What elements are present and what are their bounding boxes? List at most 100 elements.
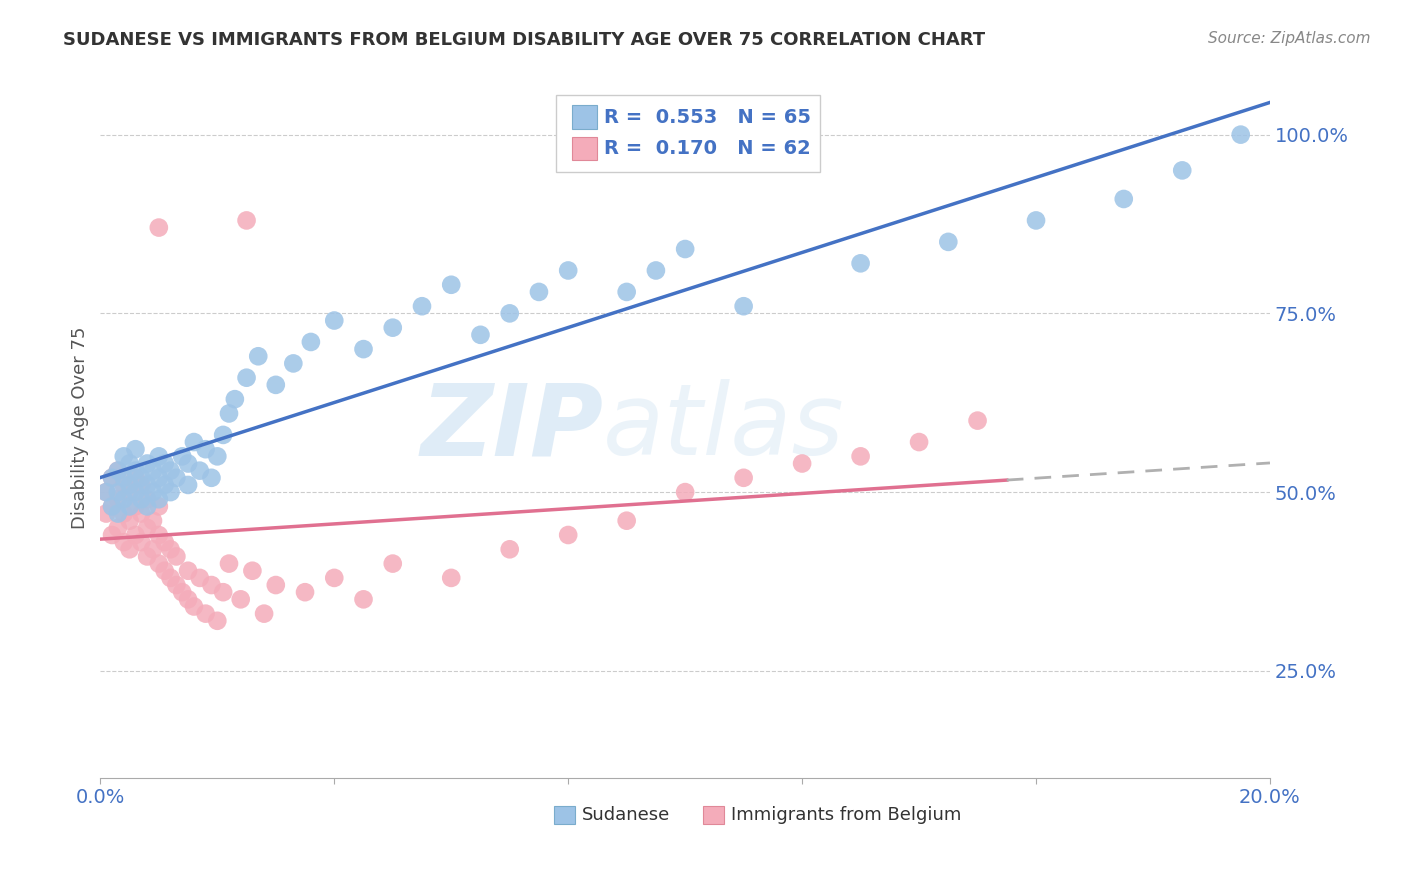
Point [129, 492, 152, 507]
Point [142, 542, 165, 557]
Point [212, 428, 235, 442]
Point [673, 242, 696, 256]
Point [112, 471, 135, 485]
Point [253, 607, 276, 621]
Point [381, 320, 404, 334]
Point [218, 407, 240, 421]
Point [1171, 163, 1194, 178]
Point [148, 450, 170, 464]
Point [148, 500, 170, 514]
Point [264, 578, 287, 592]
Point [107, 464, 129, 478]
Point [440, 277, 463, 292]
Point [148, 220, 170, 235]
Point [107, 521, 129, 535]
Point [165, 471, 187, 485]
Point [229, 592, 252, 607]
Text: Source: ZipAtlas.com: Source: ZipAtlas.com [1208, 31, 1371, 46]
Point [323, 313, 346, 327]
Text: R =  0.170   N = 62: R = 0.170 N = 62 [605, 139, 811, 159]
Text: Sudanese: Sudanese [582, 806, 671, 824]
Point [323, 571, 346, 585]
Point [188, 464, 211, 478]
Point [112, 492, 135, 507]
Point [118, 542, 141, 557]
Point [733, 299, 755, 313]
Point [177, 478, 200, 492]
Point [129, 478, 152, 492]
Point [142, 464, 165, 478]
Point [118, 500, 141, 514]
Point [733, 471, 755, 485]
Point [101, 471, 124, 485]
Point [470, 327, 492, 342]
Point [645, 263, 668, 277]
FancyBboxPatch shape [557, 95, 820, 172]
FancyBboxPatch shape [703, 806, 724, 823]
Point [381, 557, 404, 571]
Text: Immigrants from Belgium: Immigrants from Belgium [731, 806, 962, 824]
Point [153, 478, 176, 492]
Point [172, 585, 194, 599]
Point [499, 306, 522, 320]
Point [673, 485, 696, 500]
Point [112, 478, 135, 492]
Point [101, 471, 124, 485]
Point [159, 571, 181, 585]
Point [283, 356, 305, 370]
Point [165, 578, 187, 592]
FancyBboxPatch shape [554, 806, 575, 823]
Point [353, 592, 375, 607]
Point [124, 471, 146, 485]
Point [177, 592, 200, 607]
Point [557, 528, 579, 542]
Point [107, 485, 129, 500]
Point [212, 585, 235, 599]
Point [440, 571, 463, 585]
Point [264, 377, 287, 392]
Point [224, 392, 246, 406]
Point [129, 507, 152, 521]
Point [118, 457, 141, 471]
Point [101, 528, 124, 542]
Point [136, 478, 159, 492]
Point [159, 485, 181, 500]
Point [136, 521, 159, 535]
Point [129, 471, 152, 485]
Point [235, 213, 257, 227]
Point [790, 457, 813, 471]
Point [124, 500, 146, 514]
Point [177, 564, 200, 578]
Point [118, 485, 141, 500]
Point [112, 507, 135, 521]
FancyBboxPatch shape [572, 137, 598, 161]
Point [118, 478, 141, 492]
Point [966, 414, 988, 428]
Text: SUDANESE VS IMMIGRANTS FROM BELGIUM DISABILITY AGE OVER 75 CORRELATION CHART: SUDANESE VS IMMIGRANTS FROM BELGIUM DISA… [63, 31, 986, 49]
Point [124, 485, 146, 500]
Point [247, 349, 270, 363]
Point [183, 435, 205, 450]
Point [96, 485, 118, 500]
Point [107, 492, 129, 507]
Point [153, 564, 176, 578]
Point [142, 514, 165, 528]
Point [136, 492, 159, 507]
Y-axis label: Disability Age Over 75: Disability Age Over 75 [72, 326, 89, 529]
Point [207, 614, 229, 628]
Point [159, 464, 181, 478]
Point [411, 299, 433, 313]
Text: ZIP: ZIP [420, 379, 603, 476]
Point [616, 285, 638, 299]
Point [118, 514, 141, 528]
Point [294, 585, 316, 599]
Point [172, 450, 194, 464]
Point [112, 450, 135, 464]
FancyBboxPatch shape [572, 105, 598, 128]
Point [616, 514, 638, 528]
Point [177, 457, 200, 471]
Point [142, 485, 165, 500]
Point [153, 457, 176, 471]
Point [165, 549, 187, 564]
Text: atlas: atlas [603, 379, 845, 476]
